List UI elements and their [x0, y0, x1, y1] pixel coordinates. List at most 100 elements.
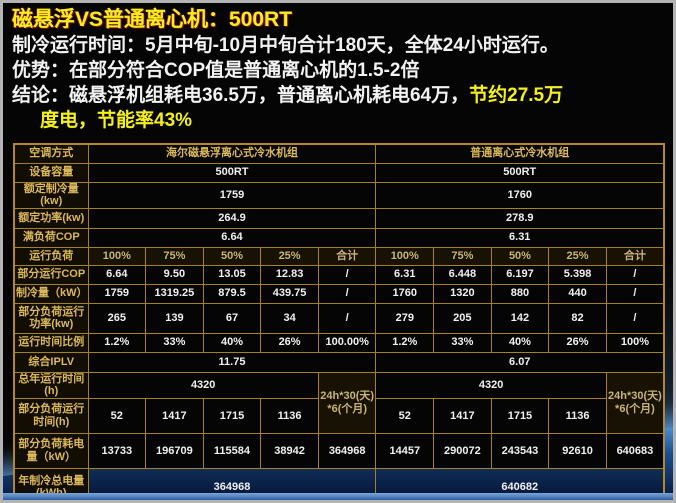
table-cell: 243543 — [490, 433, 550, 470]
table-cell: 6.31 — [375, 264, 435, 285]
table-cell: 75% — [433, 246, 492, 266]
table-cell: 52 — [87, 398, 147, 435]
table-cell: 24h*30(天) *6(个月) — [317, 371, 377, 435]
table-cell: 100% — [87, 246, 147, 266]
table-cell: 26% — [260, 332, 319, 353]
row-label-cell: 额定功率(kw) — [13, 207, 89, 229]
table-cell: 合计 — [605, 246, 665, 266]
table-cell: 1760 — [375, 283, 435, 304]
table-cell: 1.2% — [87, 332, 147, 353]
table-cell: / — [605, 302, 665, 334]
table-cell: / — [317, 283, 377, 304]
table-cell: 1417 — [145, 398, 204, 435]
table-cell: 40% — [202, 332, 262, 353]
table-cell: 1136 — [260, 398, 319, 435]
comparison-table-body: 空调方式 海尔磁悬浮离心式冷水机组 普通离心式冷水机组 设备容量 500RT 500RT 额… — [13, 143, 665, 500]
table-cell: 265 — [87, 302, 147, 334]
table-cell: 278.9 — [375, 207, 665, 229]
table-cell: / — [605, 264, 665, 285]
table-cell: 26% — [548, 332, 607, 353]
table-cell: 279 — [375, 302, 435, 334]
table-cell: 92610 — [548, 433, 607, 470]
table-cell: 500RT — [87, 162, 377, 183]
table-cell: 合计 — [317, 246, 377, 266]
table-cell: 1759 — [87, 181, 377, 209]
table-cell: 25% — [548, 246, 607, 266]
table-cell: 139 — [145, 302, 204, 334]
table-cell: 13.05 — [202, 264, 262, 285]
table-cell: 879.5 — [202, 283, 262, 304]
table-cell: 5.398 — [548, 264, 607, 285]
table-cell: 11.75 — [87, 351, 377, 373]
row-label-cell: 空调方式 — [13, 143, 89, 164]
comparison-table: 空调方式 海尔磁悬浮离心式冷水机组 普通离心式冷水机组 设备容量 500RT 500RT 额… — [13, 143, 665, 500]
table-cell: 142 — [490, 302, 550, 334]
table-cell: 6.07 — [375, 351, 665, 373]
table-cell: 33% — [433, 332, 492, 353]
conclusion-line: 结论：磁悬浮机组耗电36.5万，普通离心机耗电64万，节约27.5万 — [12, 83, 667, 108]
row-label-cell: 部分负荷运行功率(kw) — [13, 302, 89, 334]
advantage-line: 优势：在部分符合COP值是普通离心机的1.5-2倍 — [12, 60, 420, 81]
table-cell: 1319.25 — [145, 283, 204, 304]
table-cell: 440 — [548, 283, 607, 304]
bottom-bar — [3, 493, 673, 500]
table-cell: 100% — [605, 332, 665, 353]
row-label-cell: 满负荷COP — [13, 227, 89, 248]
table-cell: 1417 — [433, 398, 492, 435]
table-cell: 100% — [375, 246, 435, 266]
table-row: 制冷量（kW） 1759 1319.25 879.5 439.75/1760 1320 88… — [13, 283, 665, 304]
row-label-cell: 设备容量 — [13, 162, 89, 183]
table-row: 部分负荷运行功率(kw) 265 139 67 34/279 205 142 82/ — [13, 302, 665, 334]
table-cell: 6.448 — [433, 264, 492, 285]
table-cell: 6.197 — [490, 264, 550, 285]
table-cell: 264.9 — [87, 207, 377, 229]
table-cell: 1760 — [375, 181, 665, 209]
row-label-cell: 运行负荷 — [13, 246, 89, 266]
table-cell: 364968 — [317, 433, 377, 470]
runtime-line: 制冷运行时间：5月中旬-10月中旬合计180天，全体24小时运行。 — [12, 35, 559, 56]
table-cell: / — [317, 302, 377, 334]
table-cell: / — [317, 264, 377, 285]
row-label-cell: 部分负荷运行时间(h) — [13, 398, 89, 435]
table-row: 额定制冷量(kw) 1759 1760 — [13, 181, 665, 209]
table-cell: 1.2% — [375, 332, 435, 353]
table-cell: 海尔磁悬浮离心式冷水机组 — [87, 143, 377, 164]
table-cell: 4320 — [375, 371, 607, 400]
row-label-cell: 额定制冷量(kw) — [13, 181, 89, 209]
table-cell: 82 — [548, 302, 607, 334]
table-cell: 439.75 — [260, 283, 319, 304]
row-label-cell: 部分负荷耗电量（kW） — [13, 433, 89, 470]
table-cell: 75% — [145, 246, 204, 266]
table-row: 运行负荷 100% 75% 50% 25% 合计 100% 75% 50% 25% 合计 — [13, 246, 665, 266]
table-cell: / — [605, 283, 665, 304]
table-cell: 9.50 — [145, 264, 204, 285]
table-cell: 4320 — [87, 371, 319, 400]
table-cell: 25% — [260, 246, 319, 266]
table-cell: 1320 — [433, 283, 492, 304]
table-row: 部分运行COP 6.64 9.50 13.05 12.83/6.31 6.448 6.197… — [13, 264, 665, 285]
table-row: 运行时间比例 1.2% 33% 40% 26% 100.00% 1.2% 33% 40% 26% 1… — [13, 332, 665, 353]
table-cell: 50% — [202, 246, 262, 266]
conclusion-line2: 度电，节能率43% — [40, 110, 193, 131]
table-cell: 50% — [490, 246, 550, 266]
table-cell: 38942 — [260, 433, 319, 470]
table-cell: 24h*30(天) *6(个月) — [605, 371, 665, 435]
table-cell: 1715 — [490, 398, 550, 435]
row-label-cell: 综合IPLV — [13, 351, 89, 373]
table-cell: 6.64 — [87, 227, 377, 248]
table-row: 综合IPLV 11.75 6.07 — [13, 351, 665, 373]
table-cell: 500RT — [375, 162, 665, 183]
table-cell: 196709 — [145, 433, 204, 470]
conclusion-highlight: 节约27.5万 — [469, 85, 564, 106]
slide-title: 磁悬浮VS普通离心机：500RT — [12, 8, 293, 31]
table-cell: 6.31 — [375, 227, 665, 248]
table-cell: 115584 — [202, 433, 262, 470]
table-row: 空调方式 海尔磁悬浮离心式冷水机组 普通离心式冷水机组 — [13, 143, 665, 164]
slide-header: 磁悬浮VS普通离心机：500RT 制冷运行时间：5月中旬-10月中旬合计180天… — [12, 7, 667, 133]
table-cell: 1715 — [202, 398, 262, 435]
table-row: 满负荷COP 6.64 6.31 — [13, 227, 665, 248]
row-label-cell: 总年运行时间(h) — [13, 371, 89, 400]
table-cell: 33% — [145, 332, 204, 353]
table-row: 额定功率(kw) 264.9 278.9 — [13, 207, 665, 229]
table-cell: 13733 — [87, 433, 147, 470]
